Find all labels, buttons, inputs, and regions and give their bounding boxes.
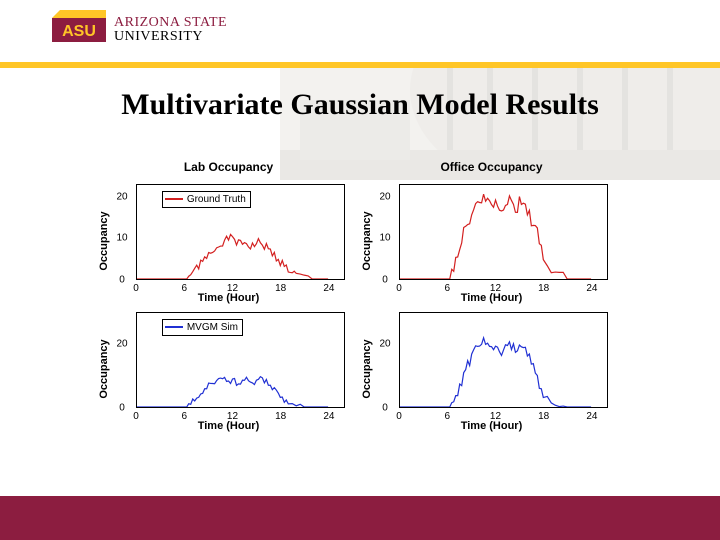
panel-office-gt: OccupancyTime (Hour)0612182401020 xyxy=(373,180,610,302)
footer-band xyxy=(0,496,720,540)
y-tick: 10 xyxy=(116,233,127,244)
gold-divider xyxy=(0,62,720,68)
asu-logo-text: ARIZONA STATE UNIVERSITY xyxy=(114,16,227,44)
charts-grid: Lab Occupancy Office Occupancy Occupancy… xyxy=(110,160,610,430)
plot-area: MVGM Sim xyxy=(136,312,345,408)
legend-label: Ground Truth xyxy=(187,194,246,205)
y-tick: 0 xyxy=(382,275,388,286)
x-tick: 0 xyxy=(133,283,139,294)
x-tick: 6 xyxy=(444,283,450,294)
series-line xyxy=(400,194,591,279)
y-tick: 20 xyxy=(116,339,127,350)
x-tick: 24 xyxy=(586,283,597,294)
x-tick: 0 xyxy=(396,283,402,294)
slide-title: Multivariate Gaussian Model Results xyxy=(0,88,720,122)
x-tick: 18 xyxy=(538,411,549,422)
legend: Ground Truth xyxy=(162,191,251,208)
logo-line2: UNIVERSITY xyxy=(114,30,227,44)
panel-lab-sim: OccupancyTime (Hour)MVGM Sim06121824020 xyxy=(110,308,347,430)
y-tick: 20 xyxy=(379,339,390,350)
y-tick: 10 xyxy=(379,233,390,244)
legend-swatch xyxy=(165,326,183,328)
series-line xyxy=(400,338,591,407)
col-title-lab: Lab Occupancy xyxy=(110,160,347,174)
x-tick: 18 xyxy=(275,283,286,294)
svg-text:ASU: ASU xyxy=(62,23,96,40)
asu-logo-mark: ASU xyxy=(52,10,106,50)
x-tick: 12 xyxy=(227,283,238,294)
plot-area: Ground Truth xyxy=(136,184,345,280)
legend: MVGM Sim xyxy=(162,319,243,336)
x-tick: 12 xyxy=(227,411,238,422)
x-tick: 12 xyxy=(490,283,501,294)
x-tick: 6 xyxy=(444,411,450,422)
series-line xyxy=(137,234,328,279)
logo-line1: ARIZONA STATE xyxy=(114,16,227,30)
col-title-office: Office Occupancy xyxy=(373,160,610,174)
asu-logo: ASU ARIZONA STATE UNIVERSITY xyxy=(52,10,227,50)
y-axis-label: Occupancy xyxy=(361,211,373,270)
y-tick: 20 xyxy=(116,191,127,202)
plot-area xyxy=(399,312,608,408)
x-tick: 24 xyxy=(586,411,597,422)
plot-area xyxy=(399,184,608,280)
legend-label: MVGM Sim xyxy=(187,322,238,333)
x-tick: 12 xyxy=(490,411,501,422)
y-tick: 20 xyxy=(379,191,390,202)
y-tick: 0 xyxy=(382,403,388,414)
y-axis-label: Occupancy xyxy=(98,211,110,270)
x-tick: 18 xyxy=(275,411,286,422)
x-tick: 6 xyxy=(181,411,187,422)
x-tick: 24 xyxy=(323,283,334,294)
series-line xyxy=(137,377,328,407)
panel-office-sim: OccupancyTime (Hour)06121824020 xyxy=(373,308,610,430)
legend-swatch xyxy=(165,198,183,200)
y-tick: 0 xyxy=(119,403,125,414)
x-tick: 0 xyxy=(396,411,402,422)
panel-lab-gt: OccupancyTime (Hour)Ground Truth06121824… xyxy=(110,180,347,302)
x-tick: 24 xyxy=(323,411,334,422)
y-axis-label: Occupancy xyxy=(98,339,110,398)
y-tick: 0 xyxy=(119,275,125,286)
x-tick: 6 xyxy=(181,283,187,294)
x-tick: 18 xyxy=(538,283,549,294)
y-axis-label: Occupancy xyxy=(361,339,373,398)
x-tick: 0 xyxy=(133,411,139,422)
